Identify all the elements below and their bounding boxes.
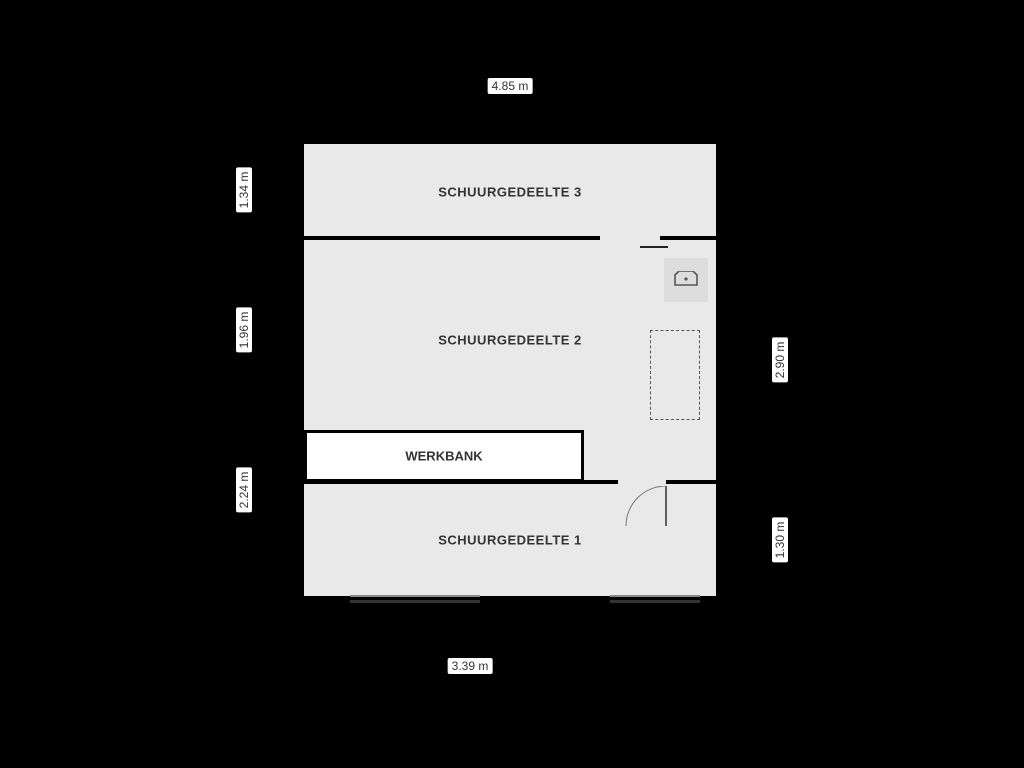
doorway-room3-room2-upper: [600, 232, 660, 240]
werkbank-label: WERKBANK: [405, 449, 482, 464]
dim-left-h2: 1.96 m: [236, 308, 252, 353]
dim-left-h1: 1.34 m: [236, 168, 252, 213]
doorway-room2-room1-upper: [618, 478, 666, 486]
dim-left-h3: 2.24 m: [236, 468, 252, 513]
dim-right-h2: 1.30 m: [772, 518, 788, 563]
door-icon: [618, 486, 668, 532]
floor-plan: WERKBANK SCHUURGEDEELTE 3 SCHUURGEDEELTE…: [0, 0, 1024, 768]
window-bottom-left-inner: [350, 595, 480, 597]
window-bottom-right-inner: [610, 595, 700, 597]
window-bottom-right: [610, 600, 700, 603]
dim-right-h1: 2.90 m: [772, 338, 788, 383]
mark-top-room2: [640, 246, 668, 248]
window-bottom-left: [350, 600, 480, 603]
room3-label: SCHUURGEDEELTE 3: [438, 185, 582, 200]
dim-bottom-width: 3.39 m: [448, 658, 493, 674]
room2-label: SCHUURGEDEELTE 2: [438, 333, 582, 348]
dim-top-width: 4.85 m: [488, 78, 533, 94]
room1-label: SCHUURGEDEELTE 1: [438, 533, 582, 548]
dashed-box-icon: [650, 330, 700, 420]
sink-icon: [664, 258, 708, 302]
